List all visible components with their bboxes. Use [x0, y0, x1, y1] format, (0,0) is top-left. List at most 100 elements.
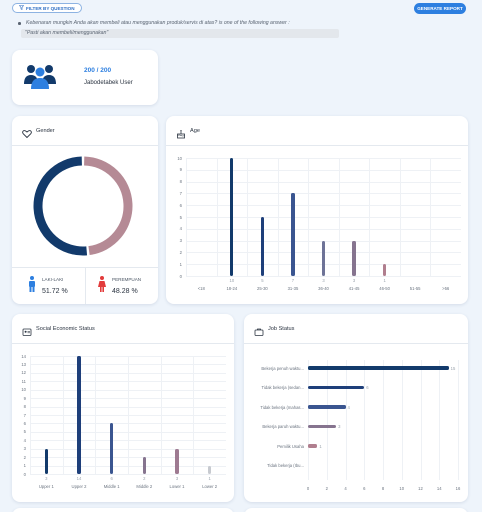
- y-tick-label: 7: [179, 190, 182, 196]
- ses-divider: [12, 343, 234, 344]
- gender-divider: [12, 145, 158, 146]
- vertical-gridline: [277, 158, 279, 276]
- x-tick-label: 10: [399, 486, 405, 491]
- vertical-gridline: [458, 360, 459, 480]
- filter-label: FILTER BY QUESTION: [26, 5, 75, 11]
- job-chart: 0 2 4 6 8 10 12 14 16 Bekerja penuh waktu... 15 Tid…: [244, 314, 468, 502]
- vertical-gridline: [338, 158, 340, 276]
- x-tick-label: 46-50: [379, 286, 390, 291]
- ses-chart: 0 1 2 3 4 5 6 7 8 9 10 11 12 13 14 3 Upper 1 14 Upper 2 6 Mi…: [12, 314, 234, 502]
- x-tick-label: 2: [325, 486, 328, 491]
- y-tick-label: Bekerja penuh waktu...: [261, 365, 304, 371]
- cake-icon: [176, 126, 186, 139]
- y-tick-label: Tidak bekerja (sedan...: [261, 385, 304, 390]
- bar: [44, 448, 48, 474]
- bar: [308, 366, 449, 370]
- vertical-gridline: [30, 356, 31, 474]
- y-tick-label: 13: [21, 361, 26, 367]
- job-divider: [244, 343, 468, 344]
- bar: [142, 457, 146, 474]
- y-tick-label: 4: [23, 437, 26, 443]
- bar-value-label: 14: [76, 476, 82, 481]
- x-tick-label: 4: [344, 486, 347, 491]
- bottom-card-left: [12, 508, 234, 512]
- vertical-gridline: [128, 356, 129, 474]
- gender-title: Gender: [36, 128, 55, 134]
- x-tick-label: 16: [455, 486, 461, 491]
- question-block: Kebenaran mungkin Anda akan membeli atau…: [12, 20, 339, 38]
- generate-report-button[interactable]: GENERATE REPORT: [414, 3, 466, 14]
- donut-slice-male: [33, 156, 88, 256]
- x-tick-label: 0: [306, 486, 310, 491]
- x-tick-label: Middle 1: [103, 484, 120, 489]
- vertical-gridline: [247, 158, 249, 276]
- y-tick-label: 8: [179, 179, 182, 185]
- bar: [208, 465, 212, 474]
- heart-icon: [22, 126, 32, 139]
- gridline: [186, 169, 461, 171]
- y-tick-label: 2: [179, 249, 182, 255]
- vertical-gridline: [308, 158, 310, 276]
- y-tick-label: 2: [23, 454, 26, 460]
- bar-value-label: 1: [319, 443, 322, 449]
- users-icon: [22, 60, 58, 95]
- bar: [230, 158, 234, 276]
- gridline: [186, 181, 461, 183]
- bar: [110, 423, 114, 474]
- filter-by-question-button[interactable]: FILTER BY QUESTION: [12, 3, 82, 13]
- vertical-gridline: [216, 158, 218, 276]
- x-tick-label: 41-45: [348, 286, 360, 291]
- bar-value-label: 3: [322, 278, 325, 283]
- bar: [175, 448, 179, 474]
- x-tick-label: Lower 1: [169, 484, 185, 489]
- bottom-card-right: [244, 508, 468, 512]
- vertical-gridline: [401, 360, 403, 480]
- bar: [308, 424, 337, 429]
- bar-value-label: 3: [352, 278, 356, 283]
- vertical-gridline: [62, 356, 64, 474]
- vertical-gridline: [383, 360, 384, 480]
- age-chart: 0 1 2 3 4 5 6 7 8 9 10 <18 10 18-24 5 25-30 7 31-35 3 36-40…: [166, 116, 468, 304]
- y-tick-label: 12: [21, 370, 26, 376]
- vertical-gridline: [369, 158, 371, 276]
- vertical-gridline: [326, 360, 328, 480]
- x-tick-label: 14: [436, 486, 442, 491]
- female-label: PEREMPUAN: [112, 277, 142, 282]
- y-tick-label: 6: [23, 420, 26, 426]
- summary-card: 200 / 200 Jabodetabek User: [12, 50, 158, 105]
- question-text: Kebenaran mungkin Anda akan membeli atau…: [26, 20, 290, 26]
- y-tick-label: 10: [177, 155, 182, 161]
- y-tick-label: 10: [21, 387, 26, 393]
- gridline: [186, 217, 461, 218]
- y-tick-label: 3: [179, 238, 182, 244]
- vertical-gridline: [186, 158, 187, 276]
- bar-value-label: 3: [175, 476, 179, 481]
- x-tick-label: 18-24: [226, 286, 238, 291]
- y-tick-label: 9: [179, 167, 182, 173]
- ses-title: Social Economic Status: [36, 326, 95, 332]
- x-tick-label: 36-40: [318, 286, 329, 291]
- age-card: Age 0 1 2 3 4 5 6 7 8 9 10 <18 10 18-24 5 25-30 7 31-35 3 3…: [166, 116, 468, 304]
- age-divider: [166, 145, 468, 146]
- y-tick-label: 7: [23, 412, 26, 418]
- bar-value-label: 6: [110, 476, 113, 481]
- y-tick-label: 5: [179, 214, 182, 220]
- gridline: [186, 158, 461, 159]
- vertical-gridline: [308, 360, 309, 480]
- briefcase-icon: [254, 324, 264, 336]
- bar: [77, 356, 81, 474]
- y-tick-label: 1: [179, 261, 182, 267]
- gridline: [186, 228, 461, 230]
- bar-value-label: 10: [229, 278, 235, 283]
- y-tick-label: Bekerja paruh waktu...: [262, 424, 304, 429]
- y-tick-label: Tidak bekerja (Ibu...: [267, 463, 304, 468]
- bar-value-label: 6: [366, 385, 369, 390]
- gender-donut: [33, 156, 133, 256]
- bar: [352, 240, 356, 276]
- x-tick-label: Upper 1: [38, 484, 54, 489]
- female-value: 48.28 %: [112, 288, 138, 295]
- bar: [260, 217, 264, 276]
- y-tick-label: 5: [23, 429, 26, 435]
- bar-value-label: 15: [450, 365, 456, 371]
- vertical-gridline: [95, 356, 97, 474]
